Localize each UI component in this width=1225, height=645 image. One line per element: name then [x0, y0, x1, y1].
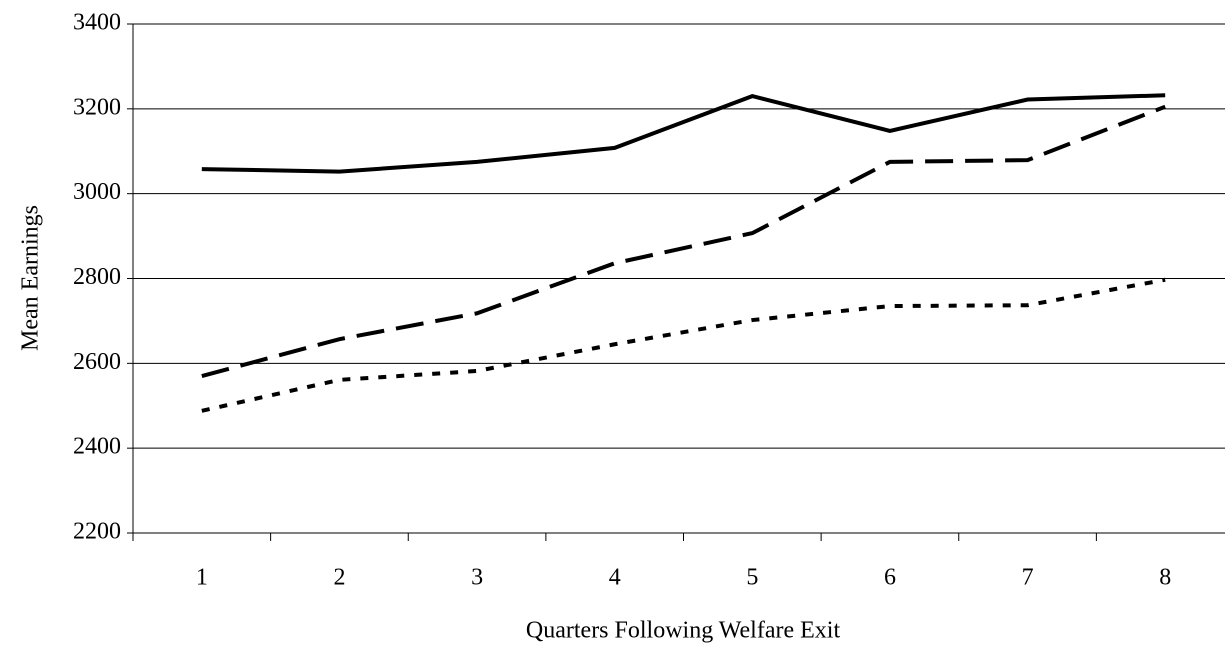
x-tick-label: 3	[471, 565, 483, 591]
y-tick-label: 2600	[73, 349, 121, 375]
y-tick-label: 2800	[73, 264, 121, 290]
y-axis-title: Mean Earnings	[18, 205, 44, 351]
y-tick-label: 3400	[73, 10, 121, 36]
y-tick-label: 2200	[73, 519, 121, 545]
y-tick-label: 2400	[73, 434, 121, 460]
y-tick-label: 3200	[73, 94, 121, 120]
series-line	[201, 93, 1166, 174]
x-tick-label: 1	[196, 565, 208, 591]
x-tick-label: 2	[333, 565, 345, 591]
x-tick-label: 4	[609, 565, 621, 591]
x-tick-label: 6	[884, 565, 896, 591]
x-tick-label: 5	[746, 565, 758, 591]
series-line	[201, 104, 1166, 378]
y-tick-label: 3000	[73, 179, 121, 205]
series-line	[201, 277, 1166, 413]
x-axis-title: Quarters Following Welfare Exit	[526, 618, 841, 644]
x-tick-label: 8	[1159, 565, 1171, 591]
x-tick-label: 7	[1022, 565, 1034, 591]
